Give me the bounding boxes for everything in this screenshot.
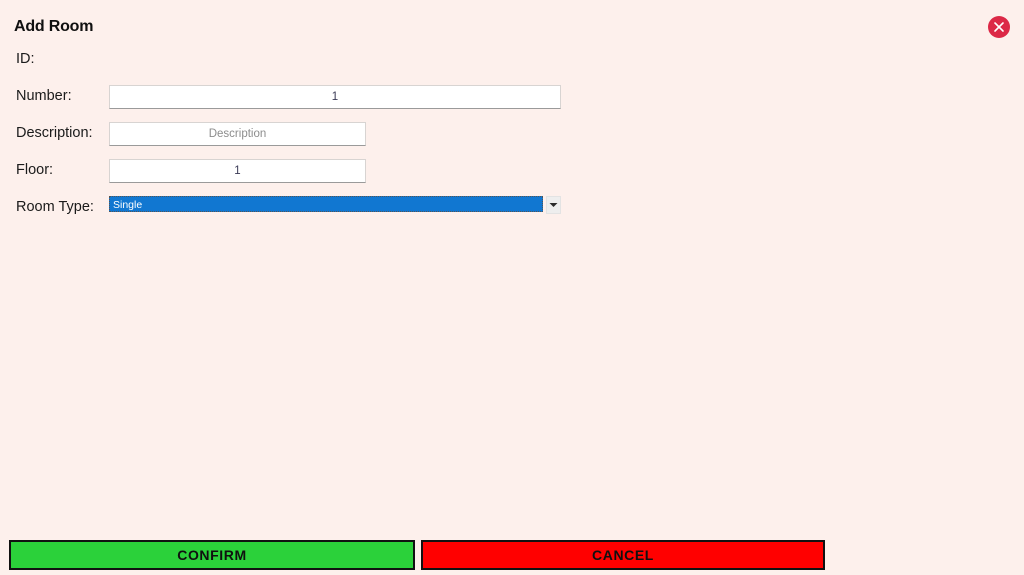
field-label-id: ID: xyxy=(16,51,35,67)
add-room-form: ID: Number: Description: Floor: Room Typ… xyxy=(0,48,1024,233)
close-circle-icon xyxy=(988,16,1010,38)
room-type-selected-value[interactable]: Single xyxy=(109,196,543,212)
form-row-number: Number: xyxy=(0,85,1024,122)
number-input[interactable] xyxy=(109,85,561,109)
cancel-button[interactable]: CANCEL xyxy=(421,540,825,570)
form-row-description: Description: xyxy=(0,122,1024,159)
room-type-combobox[interactable]: Single xyxy=(109,196,561,214)
floor-input[interactable] xyxy=(109,159,366,183)
field-label-floor: Floor: xyxy=(16,162,54,178)
page-title: Add Room xyxy=(14,18,94,35)
confirm-button[interactable]: CONFIRM xyxy=(9,540,415,570)
form-row-floor: Floor: xyxy=(0,159,1024,196)
action-bar: CONFIRM CANCEL xyxy=(0,540,1024,572)
field-label-number: Number: xyxy=(16,88,72,104)
field-label-room-type: Room Type: xyxy=(16,199,94,215)
chevron-down-icon xyxy=(549,202,558,208)
description-input[interactable] xyxy=(109,122,366,146)
field-label-description: Description: xyxy=(16,125,93,141)
close-button[interactable] xyxy=(988,16,1010,38)
room-type-dropdown-button[interactable] xyxy=(546,196,561,214)
form-row-room-type: Room Type: Single xyxy=(0,196,1024,233)
form-row-id: ID: xyxy=(0,48,1024,85)
